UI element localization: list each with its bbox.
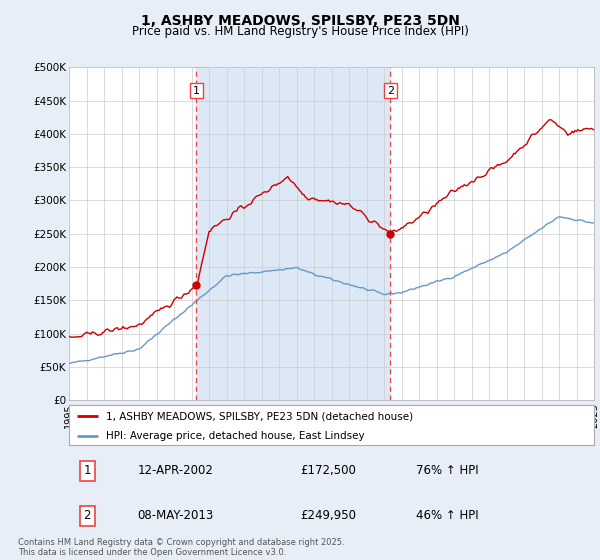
Text: HPI: Average price, detached house, East Lindsey: HPI: Average price, detached house, East… [106,431,364,441]
Text: 1: 1 [193,86,200,96]
Text: £249,950: £249,950 [300,509,356,522]
Text: 12-APR-2002: 12-APR-2002 [137,464,213,478]
Text: 1: 1 [83,464,91,478]
Text: 1, ASHBY MEADOWS, SPILSBY, PE23 5DN: 1, ASHBY MEADOWS, SPILSBY, PE23 5DN [140,14,460,28]
Text: Contains HM Land Registry data © Crown copyright and database right 2025.
This d: Contains HM Land Registry data © Crown c… [18,538,344,557]
Text: Price paid vs. HM Land Registry's House Price Index (HPI): Price paid vs. HM Land Registry's House … [131,25,469,39]
Text: 76% ↑ HPI: 76% ↑ HPI [415,464,478,478]
Text: 2: 2 [83,509,91,522]
Text: £172,500: £172,500 [300,464,356,478]
Text: 1, ASHBY MEADOWS, SPILSBY, PE23 5DN (detached house): 1, ASHBY MEADOWS, SPILSBY, PE23 5DN (det… [106,411,413,421]
Text: 46% ↑ HPI: 46% ↑ HPI [415,509,478,522]
Bar [196,67,391,400]
Text: 2: 2 [387,86,394,96]
Text: 08-MAY-2013: 08-MAY-2013 [137,509,214,522]
